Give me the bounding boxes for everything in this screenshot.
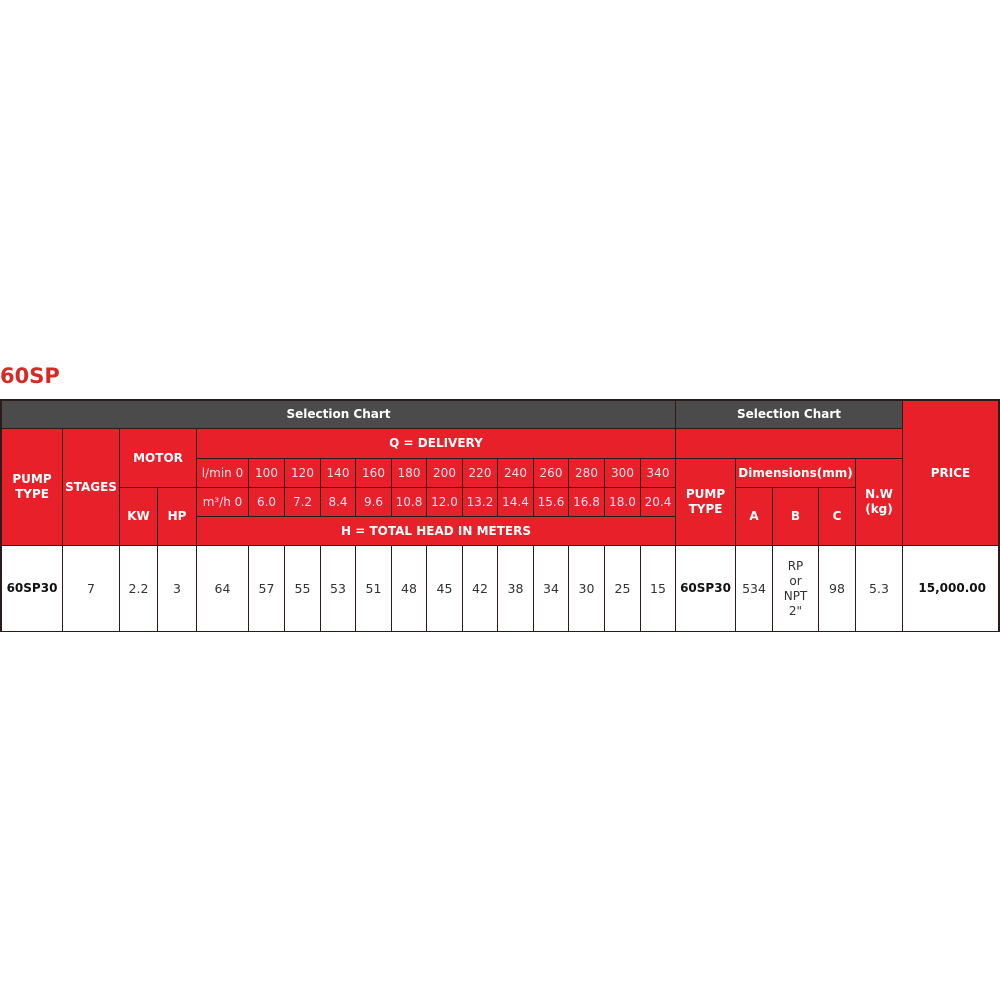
head-value-cell: 15 [640,545,676,632]
m3h-value: 14.4 [497,487,534,517]
lmin-value: 120 [284,458,321,488]
dimensions-header: Dimensions(mm) [735,458,856,488]
head-value-cell: 48 [391,545,427,632]
head-value-cell: 34 [533,545,569,632]
pump-type-cell: 60SP30 [1,545,63,632]
m3h-value: 15.6 [533,487,569,517]
lmin-value: 200 [426,458,463,488]
head-value-cell: 38 [497,545,534,632]
m3h-value: 13.2 [462,487,498,517]
net-weight-header: N.W (kg) [855,458,903,546]
selection-chart-header-right: Selection Chart [675,400,903,429]
lmin-label: l/min 0 [196,458,249,488]
dim-b-header: B [772,487,819,546]
pump-type-header: PUMP TYPE [1,428,63,546]
m3h-value: 16.8 [568,487,605,517]
pump-type-right-cell: 60SP30 [675,545,736,632]
dim-a-cell: 534 [735,545,773,632]
pump-type-right-header: PUMP TYPE [675,458,736,546]
lmin-value: 220 [462,458,498,488]
net-weight-cell: 5.3 [855,545,903,632]
hp-cell: 3 [157,545,197,632]
head-value-cell: 30 [568,545,605,632]
m3h-value: 9.6 [355,487,392,517]
lmin-value: 340 [640,458,676,488]
head-value-cell: 25 [604,545,641,632]
m3h-value: 12.0 [426,487,463,517]
dim-a-header: A [735,487,773,546]
lmin-value: 180 [391,458,427,488]
lmin-value: 280 [568,458,605,488]
lmin-value: 100 [248,458,285,488]
head-value-cell: 53 [320,545,356,632]
dim-c-cell: 98 [818,545,856,632]
head-value-cell: 45 [426,545,463,632]
lmin-value: 260 [533,458,569,488]
lmin-value: 300 [604,458,641,488]
lmin-value: 240 [497,458,534,488]
hp-header: HP [157,487,197,546]
delivery-header: Q = DELIVERY [196,428,676,459]
stages-cell: 7 [62,545,120,632]
m3h-value: 6.0 [248,487,285,517]
dim-b-cell: RP or NPT 2" [772,545,819,632]
m3h-value: 18.0 [604,487,641,517]
head-value-cell: 55 [284,545,321,632]
head-value-cell: 64 [196,545,249,632]
stages-header: STAGES [62,428,120,546]
lmin-value: 160 [355,458,392,488]
m3h-value: 8.4 [320,487,356,517]
product-title: 60SP [0,364,60,388]
m3h-value: 20.4 [640,487,676,517]
motor-header: MOTOR [119,428,197,488]
m3h-value: 7.2 [284,487,321,517]
lmin-value: 140 [320,458,356,488]
head-value-cell: 51 [355,545,392,632]
head-value-cell: 42 [462,545,498,632]
m3h-value: 10.8 [391,487,427,517]
selection-chart-header-left: Selection Chart [1,400,676,429]
dim-c-header: C [818,487,856,546]
total-head-header: H = TOTAL HEAD IN METERS [196,516,676,546]
price-cell: 15,000.00 [902,545,999,632]
m3h-label: m³/h 0 [196,487,249,517]
head-value-cell: 57 [248,545,285,632]
kw-header: KW [119,487,158,546]
kw-cell: 2.2 [119,545,158,632]
blank-header-cell [675,428,903,459]
price-header: PRICE [902,400,999,546]
